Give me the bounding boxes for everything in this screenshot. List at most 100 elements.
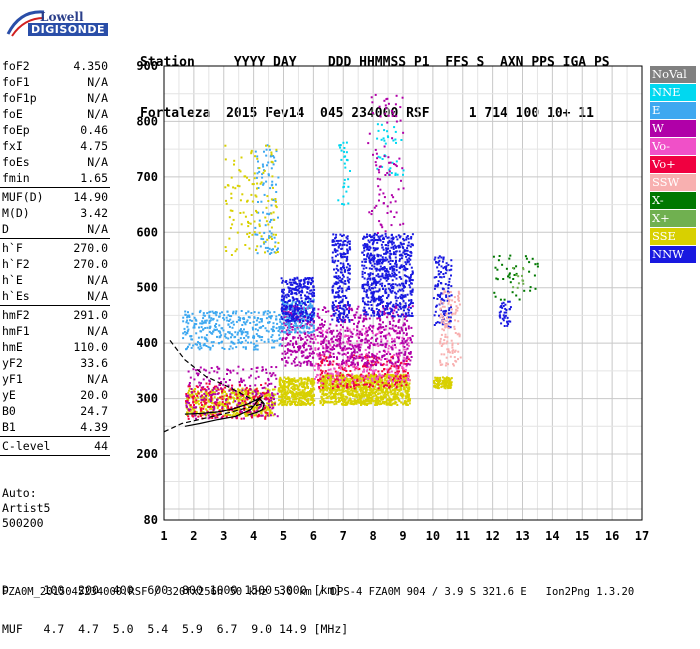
echo-point [311,378,313,380]
echo-point [315,338,317,340]
echo-point [190,338,192,340]
echo-point [394,398,396,400]
echo-point [185,393,187,395]
echo-point [310,334,312,336]
echo-point [332,241,334,243]
echo-point [182,332,184,334]
echo-point [289,314,291,316]
echo-point [340,366,342,368]
echo-point [411,341,413,343]
echo-point [333,307,335,309]
echo-point [325,336,327,338]
echo-point [332,290,334,292]
echo-point [339,307,341,309]
echo-point [391,375,393,377]
echo-point [313,289,315,291]
echo-point [223,378,225,380]
echo-point [250,342,252,344]
echo-point [403,386,405,388]
echo-point [286,296,288,298]
echo-point [385,346,387,348]
echo-point [306,364,308,366]
echo-point [212,311,214,313]
echo-point [272,330,274,332]
echo-point [381,398,383,400]
echo-point [317,313,319,315]
echo-point [341,278,343,280]
echo-point [329,387,331,389]
echo-point [378,400,380,402]
echo-point [321,382,323,384]
echo-point [216,390,218,392]
echo-point [354,349,356,351]
echo-point [342,263,344,265]
echo-point [311,396,313,398]
echo-point [348,286,350,288]
echo-point [200,409,202,411]
echo-point [268,331,270,333]
echo-point [341,319,343,321]
echo-point [290,392,292,394]
echo-point [395,362,397,364]
echo-point [314,347,316,349]
echo-point [406,320,408,322]
echo-point [290,293,292,295]
echo-point [377,370,379,372]
echo-point [283,315,285,317]
echo-point [396,387,398,389]
echo-point [350,386,352,388]
echo-point [281,310,283,312]
echo-point [222,396,224,398]
echo-point [224,335,226,337]
echo-point [319,400,321,402]
echo-point [371,361,373,363]
echo-point [295,329,297,331]
echo-point [337,254,339,256]
echo-point [409,360,411,362]
echo-point [383,350,385,352]
echo-point [329,384,331,386]
echo-point [407,379,409,381]
echo-point [366,389,368,391]
echo-point [356,346,358,348]
echo-point [207,386,209,388]
echo-point [230,372,232,374]
echo-point [198,403,200,405]
echo-point [346,266,348,268]
echo-point [251,399,253,401]
echo-point [312,280,314,282]
echo-point [358,393,360,395]
echo-point [283,305,285,307]
echo-point [264,341,266,343]
echo-point [271,347,273,349]
echo-point [325,340,327,342]
echo-point [369,383,371,385]
echo-point [341,272,343,274]
echo-point [246,408,248,410]
echo-point [385,364,387,366]
echo-point [298,292,300,294]
echo-point [191,347,193,349]
echo-point [348,340,350,342]
echo-point [348,312,350,314]
echo-point [184,328,186,330]
echo-point [354,387,356,389]
echo-point [253,346,255,348]
echo-point [217,393,219,395]
echo-point [239,385,241,387]
echo-point [295,401,297,403]
echo-point [226,373,228,375]
echo-point [286,352,288,354]
echo-point [303,283,305,285]
echo-point [412,305,414,307]
echo-point [353,328,355,330]
echo-point [359,378,361,380]
echo-point [269,372,271,374]
echo-point [337,305,339,307]
echo-point [201,320,203,322]
echo-point [250,392,252,394]
echo-point [250,375,252,377]
echo-point [325,385,327,387]
echo-point [281,282,283,284]
echo-point [335,255,337,257]
